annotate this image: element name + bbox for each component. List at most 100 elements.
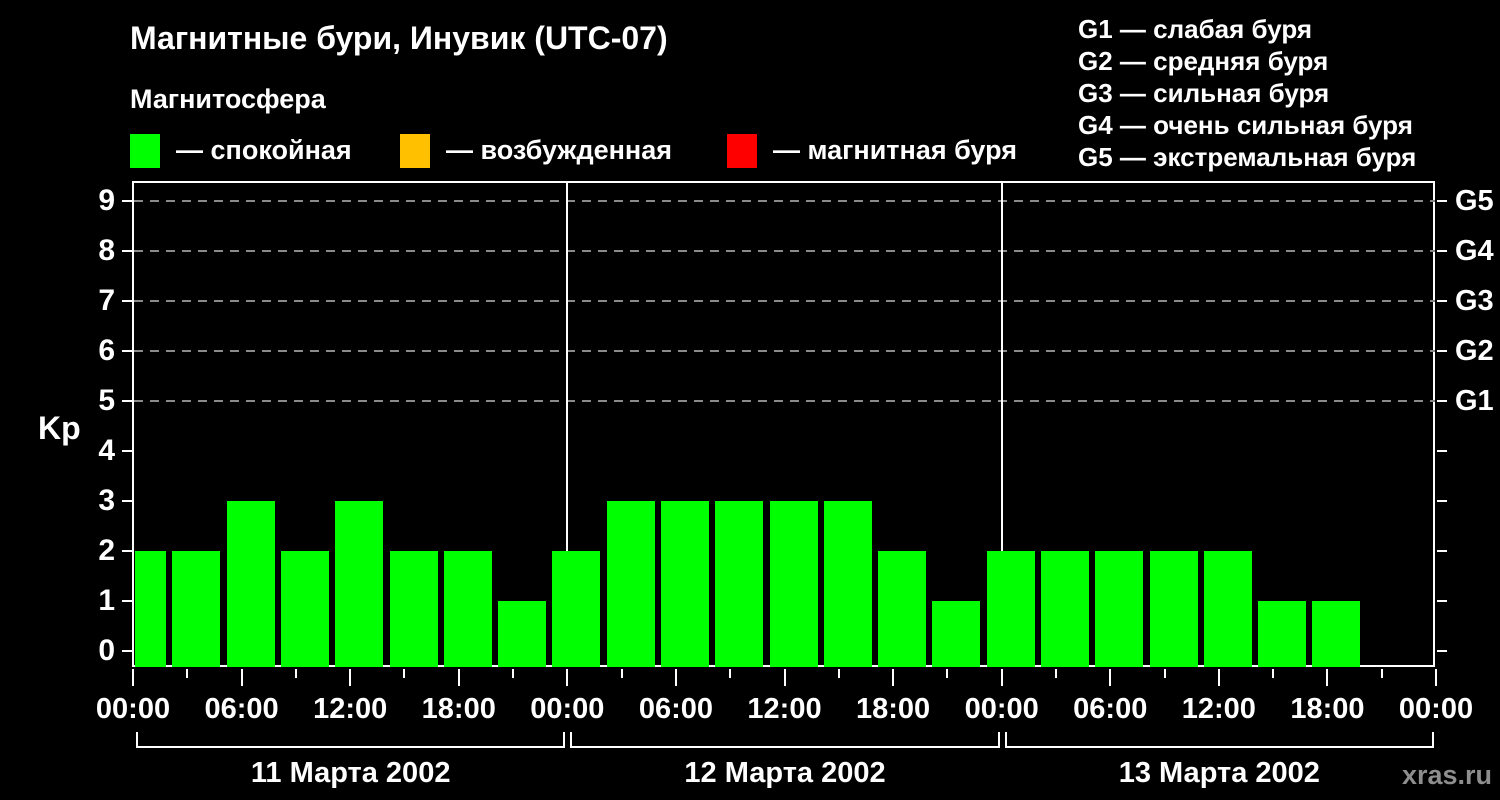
date-bracket-end <box>1432 732 1434 748</box>
x-axis-tick <box>1217 669 1220 686</box>
kp-gridline <box>134 200 1435 202</box>
x-tick-label: 00:00 <box>530 693 605 725</box>
excited-color-swatch <box>400 133 430 168</box>
y-axis-tick-right <box>1437 350 1447 352</box>
y-tick-label: 5 <box>98 384 115 417</box>
x-tick-label: 00:00 <box>964 693 1039 725</box>
g2-legend-line: G2 — средняя буря <box>1078 46 1329 76</box>
y-axis-tick-right <box>1437 600 1447 602</box>
legend-label-storm: — магнитная буря <box>773 135 1017 165</box>
x-axis-tick <box>132 669 134 686</box>
kp-bar <box>226 501 275 667</box>
y-axis-tick-right <box>1437 450 1447 452</box>
date-label: 13 Марта 2002 <box>1118 757 1320 789</box>
g3-legend-line: G3 — сильная буря <box>1078 78 1330 108</box>
x-tick-label: 18:00 <box>855 693 931 725</box>
y-tick-label: 1 <box>98 584 115 617</box>
kp-bar <box>606 501 655 667</box>
x-tick-label: 12:00 <box>1181 693 1256 725</box>
kp-bar <box>135 551 167 667</box>
kp-bar <box>769 501 818 667</box>
y-axis-tick-left <box>122 350 132 352</box>
x-axis-tick <box>240 669 243 686</box>
storm-scale-legend: G1 — слабая буря G2 — средняя буря G3 — … <box>1078 13 1416 173</box>
kp-gridline <box>134 400 1435 402</box>
kp-bar <box>1258 601 1307 667</box>
x-axis-tick <box>457 669 460 686</box>
kp-gridline <box>134 250 1435 252</box>
x-tick-label: 06:00 <box>638 693 713 725</box>
x-axis-tick <box>566 669 569 686</box>
page-title: Магнитные бури, Инувик (UTC-07) <box>130 20 668 56</box>
kp-bar <box>660 501 709 667</box>
legend-label-excited: — возбужденная <box>446 135 672 165</box>
kp-bar <box>498 601 547 667</box>
x-axis-tick <box>729 669 732 678</box>
x-axis-tick <box>186 669 189 678</box>
g-level-label: G1 <box>1455 385 1494 417</box>
magnetosphere-subtitle: Магнитосфера <box>130 84 326 114</box>
g-level-label: G3 <box>1455 285 1494 317</box>
y-axis-tick-right <box>1437 400 1447 402</box>
quiet-color-swatch <box>130 133 160 168</box>
day-separator <box>566 183 569 666</box>
y-tick-label: 2 <box>98 534 115 567</box>
y-axis-tick-right <box>1437 500 1447 502</box>
kp-gridline <box>134 300 1435 302</box>
x-tick-label: 06:00 <box>204 693 279 725</box>
g1-legend-line: G1 — слабая буря <box>1078 14 1313 44</box>
x-axis-tick <box>1000 669 1003 686</box>
date-label: 12 Марта 2002 <box>684 757 886 789</box>
x-axis-tick <box>403 669 406 678</box>
kp-bar <box>443 551 492 667</box>
kp-bar <box>715 501 764 667</box>
x-axis-tick <box>1054 669 1057 678</box>
kp-bar <box>932 601 981 667</box>
x-axis-tick <box>674 669 677 686</box>
y-axis-tick-left <box>122 500 132 502</box>
y-tick-label: 7 <box>98 284 115 317</box>
date-bracket-end <box>563 732 566 748</box>
y-axis-tick-right <box>1437 200 1447 202</box>
kp-gridline <box>134 350 1435 352</box>
kp-bar <box>552 551 601 667</box>
y-axis-tick-left <box>122 550 132 552</box>
date-bracket <box>1004 746 1434 748</box>
x-axis-tick <box>1380 669 1383 678</box>
x-axis-tick <box>1163 669 1166 678</box>
y-axis-tick-left <box>122 400 132 402</box>
kp-bar <box>986 551 1035 667</box>
x-axis-tick <box>892 669 895 686</box>
x-axis-tick <box>946 669 949 678</box>
x-axis-tick <box>783 669 786 686</box>
y-axis-tick-left <box>122 600 132 602</box>
g-level-label: G2 <box>1455 335 1494 367</box>
legend-item-storm: — магнитная буря <box>727 133 1017 168</box>
kp-bar <box>1203 551 1252 667</box>
date-bracket <box>136 746 566 748</box>
y-tick-label: 8 <box>98 234 115 267</box>
date-bracket-end <box>1004 732 1007 748</box>
kp-bar <box>172 551 221 667</box>
kp-bar <box>1149 551 1198 667</box>
legend-item-quiet: — спокойная <box>130 133 352 168</box>
y-axis-tick-left <box>122 450 132 452</box>
x-tick-label: 18:00 <box>421 693 496 725</box>
x-tick-label: 06:00 <box>1073 693 1148 725</box>
y-tick-label: 0 <box>98 634 115 667</box>
x-axis-tick <box>1435 669 1437 686</box>
date-bracket-end <box>570 732 573 748</box>
kp-bar <box>1041 551 1089 667</box>
kp-bar <box>280 551 329 667</box>
x-tick-label: 12:00 <box>747 693 822 725</box>
x-axis-tick <box>1109 669 1112 686</box>
x-axis-tick <box>620 669 623 678</box>
legend-label-quiet: — спокойная <box>176 135 352 165</box>
kp-bar <box>878 551 927 667</box>
date-bracket-end <box>136 732 138 748</box>
y-axis-tick-right <box>1437 300 1447 302</box>
day-separator <box>1000 183 1003 666</box>
y-tick-label: 9 <box>98 184 115 217</box>
